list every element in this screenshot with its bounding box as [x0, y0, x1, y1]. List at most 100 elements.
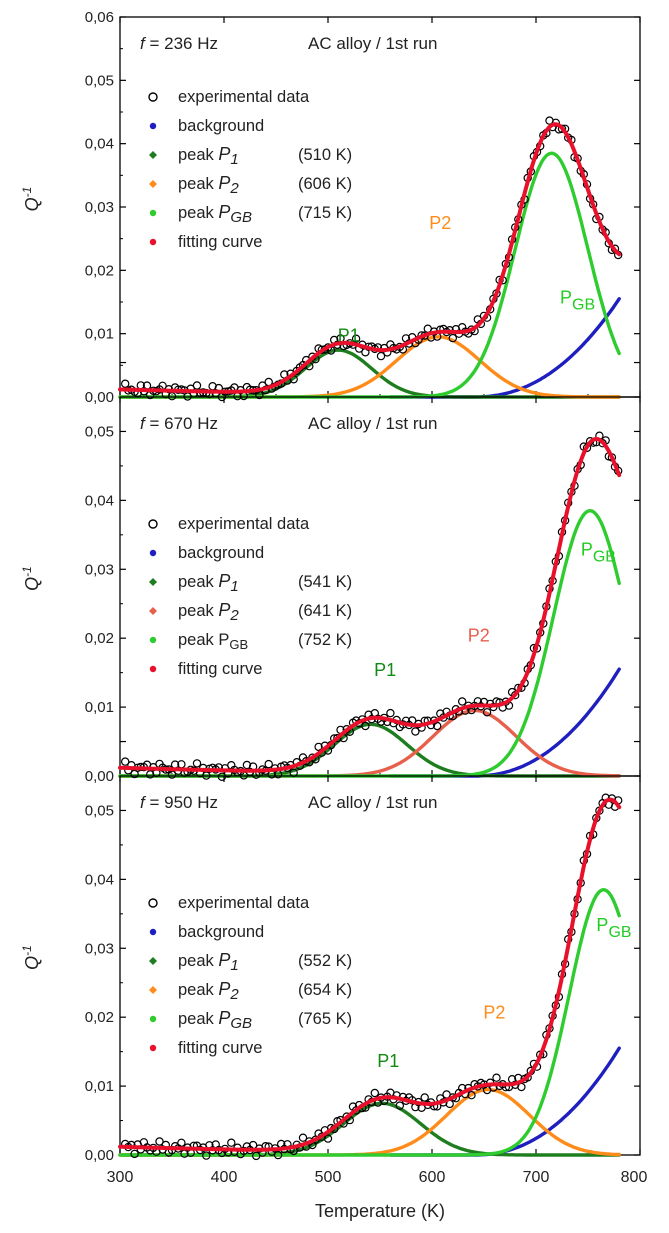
legend-marker-experimental — [148, 519, 158, 529]
legend-marker-p2 — [149, 986, 157, 994]
legend-marker-pgb — [149, 209, 157, 217]
legend-label-p2: peak P2 — [178, 600, 239, 624]
peak-annotation-main: P — [581, 539, 593, 559]
data-point — [192, 381, 202, 390]
data-point — [551, 118, 561, 128]
legend-label-text: peak — [178, 981, 218, 999]
legend-label-text: peak — [178, 602, 218, 620]
legend-label-text: peak — [178, 175, 218, 193]
y-axis-label: Q-1 — [20, 187, 42, 212]
legend-label-background: background — [178, 544, 264, 562]
legend-label-p1: peak P1 — [178, 144, 239, 168]
legend-temp-p1: (552 K) — [298, 952, 352, 970]
panel-2: 0,00 0,01 0,02 0,03 0,04 0,05 Q-1 f = 670 Hz AC … — [20, 361, 641, 785]
legend-temp-p2: (606 K) — [298, 175, 352, 193]
panel-title: f = 950 Hz — [140, 793, 218, 812]
y-tick-label: 0,00 — [85, 1147, 114, 1164]
series-fit-curve — [118, 436, 622, 773]
legend-temp-p1: (541 K) — [298, 573, 352, 591]
panel-alloy-label: AC alloy / 1st run — [308, 793, 437, 812]
panel-title-freq: = 236 Hz — [145, 34, 218, 53]
peak-annotation: P1 — [338, 325, 360, 345]
peak-annotation: P1 — [374, 660, 396, 680]
data-point — [361, 721, 370, 731]
panel-title-f: f — [140, 414, 147, 433]
panel-alloy-label: AC alloy / 1st run — [308, 414, 437, 433]
legend-marker-fit — [149, 1044, 157, 1052]
y-tick-label: 0,04 — [85, 871, 114, 888]
legend-marker-experimental — [148, 92, 158, 102]
panel-title-f: f — [140, 793, 147, 812]
peak-annotation-sub: GB — [572, 296, 595, 313]
data-point — [145, 770, 155, 779]
legend-marker-p1 — [149, 151, 157, 159]
data-point — [351, 334, 361, 343]
legend-label-pgb: peak PGB — [178, 1008, 252, 1032]
y-tick-label: 0,05 — [85, 802, 114, 819]
legend-label-text: fitting curve — [178, 1039, 262, 1057]
y-tick-label: 0,05 — [85, 72, 114, 89]
legend-label-experimental: experimental data — [178, 515, 310, 533]
legend-label-plain-sub: GB — [229, 637, 248, 652]
legend-label-text: peak — [178, 146, 218, 164]
legend-label-text: background — [178, 923, 264, 941]
legend-label-italic: P — [218, 173, 230, 193]
legend-marker-fit — [149, 665, 157, 673]
y-tick-label: 0,03 — [85, 561, 114, 578]
legend-label-italic: P — [218, 1008, 230, 1028]
y-axis-label: Q-1 — [20, 566, 42, 591]
legend-label-sub: 2 — [229, 986, 239, 1003]
legend-label-text: background — [178, 544, 264, 562]
legend-label-text: experimental data — [178, 515, 310, 533]
panel-title-f: f — [140, 34, 147, 53]
legend-label-text: peak — [178, 573, 218, 591]
data-point — [130, 1149, 139, 1159]
legend-label-sub: 1 — [230, 151, 238, 168]
data-point — [252, 1151, 261, 1161]
y-tick-label: 0,02 — [85, 1009, 114, 1026]
panel-title: f = 670 Hz — [140, 414, 218, 433]
legend-label-background: background — [178, 923, 264, 941]
data-point — [376, 351, 386, 361]
legend-marker-background — [149, 122, 157, 130]
y-tick-label: 0,01 — [85, 699, 114, 716]
y-axis-label-base: Q — [22, 956, 42, 970]
data-point — [298, 1133, 308, 1142]
legend-temp-pgb: (765 K) — [298, 1010, 352, 1028]
y-axis-label-base: Q — [22, 577, 42, 591]
y-tick-label: 0,03 — [85, 199, 114, 216]
peak-annotation: P2 — [483, 1003, 505, 1023]
legend-label-sub: 1 — [230, 957, 238, 974]
legend-label-p2: peak P2 — [178, 173, 239, 197]
y-axis-label-exp: -1 — [20, 566, 34, 577]
panel-alloy-label: AC alloy / 1st run — [308, 34, 437, 53]
legend-marker-p1 — [149, 957, 157, 965]
peak-annotation: PGB — [596, 915, 631, 941]
legend-temp-p2: (641 K) — [298, 602, 352, 620]
y-tick-label: 0,01 — [85, 326, 114, 343]
peak-annotation: P2 — [429, 213, 451, 233]
series-fit-curve — [118, 797, 622, 1152]
legend-label-text: fitting curve — [178, 660, 262, 678]
peak-annotation-main: P1 — [338, 325, 360, 345]
data-point — [155, 1137, 164, 1146]
legend-marker-p1 — [149, 578, 157, 586]
data-point — [492, 1073, 501, 1082]
x-tick-label: 500 — [315, 1169, 342, 1186]
legend-label-text: experimental data — [178, 894, 310, 912]
legend-marker-p2 — [149, 607, 157, 615]
legend-label-sub: 2 — [229, 180, 239, 197]
data-point — [120, 379, 130, 388]
peak-annotation-main: P — [596, 915, 608, 935]
data-point — [395, 1101, 404, 1110]
legend-label-background: background — [178, 117, 264, 135]
data-point — [264, 759, 273, 769]
y-tick-label: 0,03 — [85, 940, 114, 957]
panel-title: f = 236 Hz — [140, 34, 218, 53]
legend-temp-pgb: (715 K) — [298, 204, 352, 222]
legend-label-sub: 2 — [229, 607, 239, 624]
legend-label-text: experimental data — [178, 88, 310, 106]
x-tick-label: 800 — [621, 1169, 648, 1186]
y-tick-label: 0,04 — [85, 136, 114, 153]
x-tick-label: 700 — [523, 1169, 550, 1186]
